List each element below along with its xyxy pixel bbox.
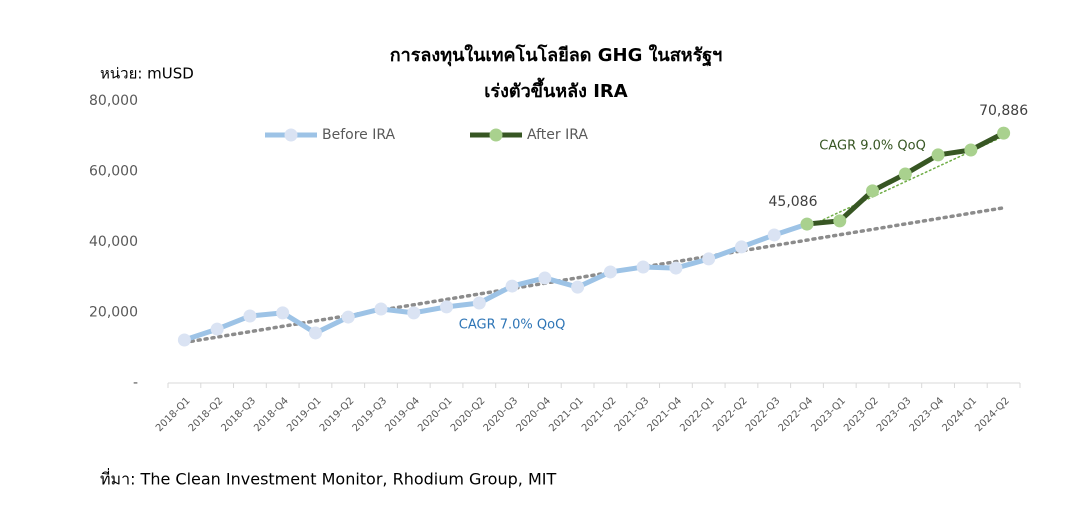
x-tick-label: 2019-Q4 [383,395,422,434]
data-point [276,306,290,320]
data-point [341,310,355,324]
data-point [734,240,748,254]
x-tick-label: 2020-Q2 [449,395,488,434]
x-tick-label: 2022-Q3 [744,395,783,434]
data-point [440,300,454,314]
legend-label: Before IRA [322,127,396,143]
y-tick-label: 80,000 [89,93,138,109]
x-tick-label: 2023-Q1 [809,395,848,434]
chart-title: การลงทุนในเทคโนโลยีลด GHG ในสหรัฐฯ [390,44,723,67]
x-tick-label: 2019-Q2 [318,395,357,434]
x-tick-label: 2021-Q4 [646,395,685,434]
x-tick-label: 2022-Q1 [678,395,717,434]
trendline [182,206,1006,345]
data-label: 45,086 [769,194,818,210]
data-point [177,333,191,347]
legend-marker [284,128,298,142]
data-point [472,296,486,310]
x-tick-label: 2023-Q4 [908,395,947,434]
x-tick-label: 2021-Q1 [547,395,586,434]
x-tick-label: 2018-Q1 [154,395,193,434]
x-tick-label: 2018-Q4 [252,395,291,434]
data-point [833,214,847,228]
x-tick-label: 2023-Q3 [875,395,914,434]
x-tick-label: 2021-Q3 [613,395,652,434]
legend-marker [489,128,503,142]
x-tick-label: 2024-Q2 [973,395,1012,434]
annotation: CAGR 7.0% QoQ [459,317,566,332]
y-tick-label: 60,000 [89,164,138,180]
data-point [702,252,716,266]
x-tick-label: 2020-Q1 [416,395,455,434]
data-point [800,217,814,231]
y-axis-label: หน่วย: mUSD [100,65,194,83]
data-label: 70,886 [979,103,1028,119]
x-tick-label: 2019-Q3 [351,395,390,434]
data-point [538,271,552,285]
y-tick-label: - [133,375,138,391]
data-point [866,184,880,198]
data-point [898,167,912,181]
data-point [931,148,945,162]
chart-subtitle: เร่งตัวขึ้นหลัง IRA [484,77,628,102]
x-tick-label: 2021-Q2 [580,395,619,434]
annotation: CAGR 9.0% QoQ [819,139,926,154]
data-point [669,261,683,275]
data-point [374,302,388,316]
x-tick-label: 2020-Q3 [482,395,521,434]
data-point [210,322,224,336]
data-point [767,228,781,242]
x-tick-label: 2019-Q1 [285,395,324,434]
y-tick-label: 40,000 [89,234,138,250]
x-tick-label: 2024-Q1 [940,395,979,434]
data-point [308,326,322,340]
x-tick-label: 2020-Q4 [514,395,553,434]
data-point [505,279,519,293]
x-tick-label: 2018-Q3 [220,395,259,434]
data-point [997,126,1011,140]
data-point [407,306,421,320]
data-point [603,265,617,279]
x-tick-label: 2023-Q2 [842,395,881,434]
data-point [964,143,978,157]
data-point [243,309,257,323]
legend-label: After IRA [527,127,588,143]
y-tick-label: 20,000 [89,305,138,321]
data-point [571,280,585,294]
x-tick-label: 2022-Q2 [711,395,750,434]
data-point [636,260,650,274]
source: ที่มา: The Clean Investment Monitor, Rho… [100,468,556,489]
x-tick-label: 2022-Q4 [777,395,816,434]
x-tick-label: 2018-Q2 [187,395,226,434]
